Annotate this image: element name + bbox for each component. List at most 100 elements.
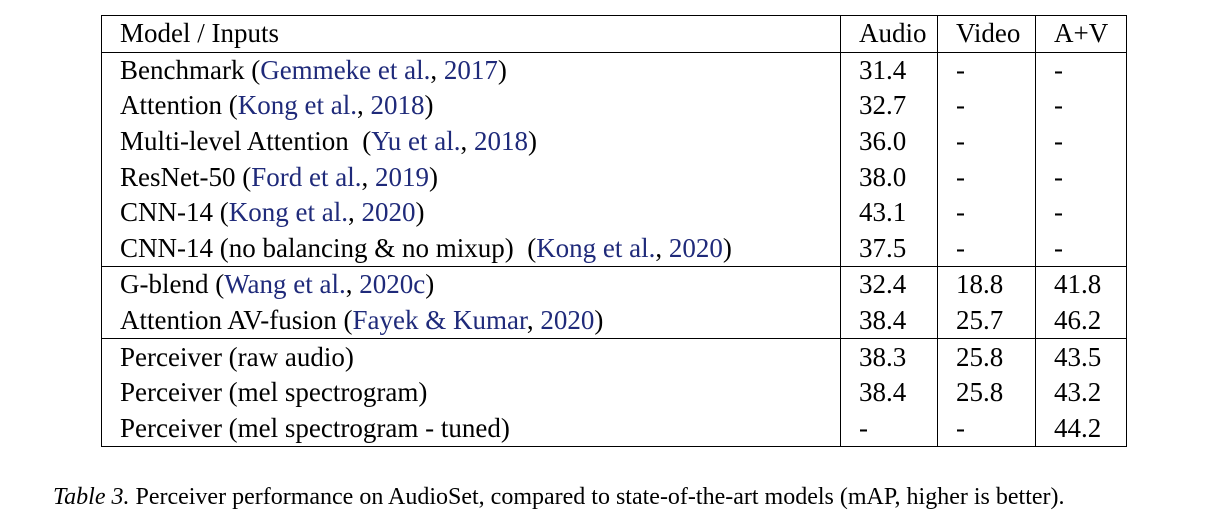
video-value: -	[937, 52, 1036, 89]
model-cell: Attention AV-fusion (Fayek & Kumar, 2020…	[101, 302, 841, 340]
citation-separator: ,	[345, 269, 360, 300]
table-caption: Table 3. Perceiver performance on AudioS…	[53, 484, 1065, 511]
model-name: Perceiver (mel spectrogram)	[120, 377, 428, 408]
citation-separator: ,	[526, 305, 541, 336]
video-value: -	[937, 88, 1036, 124]
model-cell: ResNet-50 (Ford et al., 2019)	[102, 159, 841, 195]
citation-year-link[interactable]: 2020	[668, 232, 723, 263]
model-name-close: )	[424, 90, 434, 121]
model-cell: CNN-14 (no balancing & no mixup) (Kong e…	[101, 230, 841, 268]
caption-text: Perceiver performance on AudioSet, compa…	[135, 484, 1065, 510]
av-value: -	[1035, 230, 1127, 268]
video-value: -	[937, 230, 1036, 268]
caption-label: Table 3.	[53, 484, 130, 510]
model-name: CNN-14 (no balancing & no mixup) (	[120, 232, 537, 263]
table-row: Benchmark (Gemmeke et al., 2017) 31.4 - …	[102, 52, 1127, 89]
av-value: 43.5	[1035, 338, 1127, 375]
audio-value: 31.4	[840, 52, 938, 89]
citation-year-link[interactable]: 2019	[374, 161, 429, 192]
audio-value: 36.0	[840, 123, 938, 160]
av-value: 41.8	[1035, 266, 1127, 303]
table-row: Perceiver (raw audio) 38.3 25.8 43.5	[102, 338, 1127, 375]
model-name-close: )	[415, 197, 425, 228]
model-name: Perceiver (mel spectrogram - tuned)	[120, 412, 510, 443]
citation-separator: ,	[356, 90, 371, 121]
citation-separator: ,	[655, 232, 669, 263]
av-value: -	[1035, 159, 1127, 195]
video-value: 25.8	[937, 338, 1036, 375]
video-value: -	[937, 123, 1036, 160]
citation-year-link[interactable]: 2020c	[359, 269, 426, 300]
audio-value: 38.4	[840, 374, 938, 411]
citation-separator: ,	[430, 54, 444, 85]
table-header-row: Model / Inputs Audio Video A+V	[101, 15, 1127, 53]
av-value: 46.2	[1035, 302, 1127, 340]
model-name-close: )	[425, 269, 435, 300]
model-cell: G-blend (Wang et al., 2020c)	[102, 267, 841, 303]
header-audio: Audio	[840, 15, 938, 53]
model-name: Attention AV-fusion (	[120, 305, 353, 336]
citation-separator: ,	[460, 126, 474, 157]
model-name: ResNet-50 (	[120, 161, 252, 192]
model-cell: Benchmark (Gemmeke et al., 2017)	[102, 52, 841, 88]
header-video: Video	[937, 15, 1036, 53]
model-name: CNN-14 (	[120, 197, 229, 228]
citation-separator: ,	[347, 197, 362, 228]
model-name: Benchmark (	[120, 54, 261, 85]
table-row: Perceiver (mel spectrogram - tuned) - - …	[102, 410, 1127, 447]
audio-value: -	[840, 410, 938, 447]
citation-authors-link[interactable]: Wang et al.	[224, 269, 346, 300]
model-name-close: )	[428, 161, 438, 192]
table-row: CNN-14 (no balancing & no mixup) (Kong e…	[101, 230, 1127, 268]
table-row: ResNet-50 (Ford et al., 2019) 38.0 - -	[102, 159, 1127, 195]
citation-authors-link[interactable]: Kong et al.	[536, 232, 656, 263]
table-row: Multi-level Attention (Yu et al., 2018) …	[102, 123, 1127, 160]
citation-year-link[interactable]: 2018	[473, 126, 528, 157]
video-value: 25.8	[937, 374, 1036, 411]
av-value: -	[1035, 123, 1127, 160]
audio-value: 37.5	[840, 230, 938, 268]
citation-authors-link[interactable]: Gemmeke et al.	[260, 54, 431, 85]
audio-value: 38.0	[840, 159, 938, 195]
citation-year-link[interactable]: 2020	[540, 305, 595, 336]
model-name-close: )	[722, 232, 732, 263]
video-value: -	[937, 410, 1036, 447]
audio-value: 32.7	[840, 88, 938, 124]
model-name-close: )	[497, 54, 507, 85]
header-model-inputs: Model / Inputs	[101, 15, 841, 53]
citation-separator: ,	[361, 161, 375, 192]
model-cell: CNN-14 (Kong et al., 2020)	[102, 195, 841, 231]
av-value: -	[1035, 52, 1127, 89]
model-cell: Multi-level Attention (Yu et al., 2018)	[102, 124, 841, 160]
model-name-close: )	[594, 305, 604, 336]
model-name: Perceiver (raw audio)	[120, 341, 354, 372]
model-name: Attention (	[120, 90, 238, 121]
table-row: Attention AV-fusion (Fayek & Kumar, 2020…	[101, 302, 1127, 340]
table-row: Perceiver (mel spectrogram) 38.4 25.8 43…	[102, 374, 1127, 411]
av-value: -	[1035, 88, 1127, 124]
citation-authors-link[interactable]: Kong et al.	[228, 197, 348, 228]
citation-authors-link[interactable]: Yu et al.	[371, 126, 461, 157]
citation-authors-link[interactable]: Ford et al.	[251, 161, 362, 192]
av-value: 43.2	[1035, 374, 1127, 411]
audio-value: 38.3	[840, 338, 938, 375]
av-value: -	[1035, 194, 1127, 231]
table-row: Attention (Kong et al., 2018) 32.7 - -	[102, 88, 1127, 124]
video-value: 25.7	[937, 302, 1036, 340]
header-av: A+V	[1035, 15, 1127, 53]
audio-value: 38.4	[840, 302, 938, 340]
citation-year-link[interactable]: 2020	[361, 197, 416, 228]
video-value: -	[937, 159, 1036, 195]
citation-authors-link[interactable]: Kong et al.	[237, 90, 357, 121]
audio-value: 43.1	[840, 194, 938, 231]
model-name-close: )	[527, 126, 537, 157]
model-name: G-blend (	[120, 269, 225, 300]
table-row: G-blend (Wang et al., 2020c) 32.4 18.8 4…	[102, 266, 1127, 303]
citation-year-link[interactable]: 2018	[370, 90, 425, 121]
av-value: 44.2	[1035, 410, 1127, 447]
video-value: -	[937, 194, 1036, 231]
model-name: Multi-level Attention (	[120, 126, 372, 157]
citation-authors-link[interactable]: Fayek & Kumar	[352, 305, 527, 336]
citation-year-link[interactable]: 2017	[443, 54, 498, 85]
video-value: 18.8	[937, 266, 1036, 303]
